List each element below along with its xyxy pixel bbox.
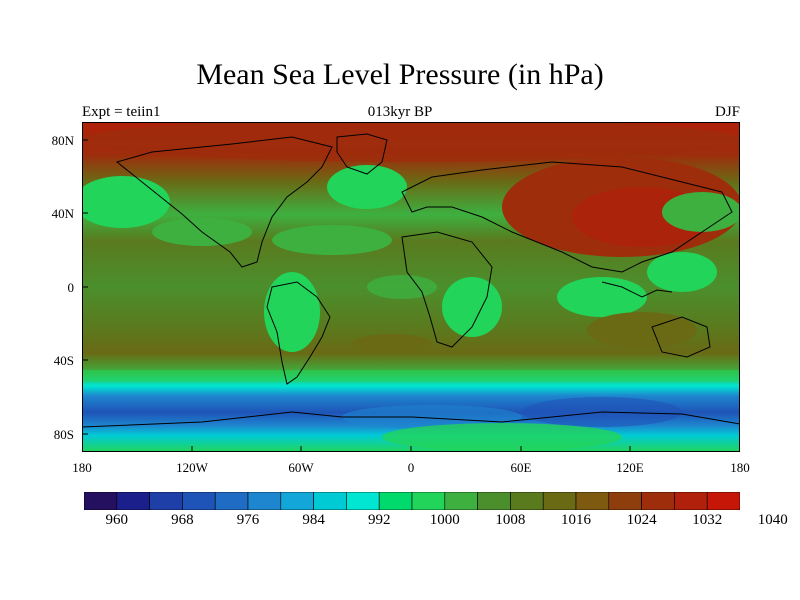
x-tick-label: 60E <box>510 460 532 475</box>
eurasia-outline <box>401 161 733 273</box>
x-tick-label: 180 <box>72 460 92 475</box>
y-tick-label: 80S <box>53 427 74 442</box>
greenland-outline <box>336 133 388 175</box>
colorbar-label: 1016 <box>561 512 591 528</box>
map-tick-marks <box>82 139 631 452</box>
colorbar-swatch <box>641 492 675 510</box>
maritime-islands-outline <box>601 281 673 298</box>
colorbar-swatch <box>280 492 314 510</box>
map-subtitle: 013kyr BP <box>367 104 433 120</box>
colorbar-label: 984 <box>302 512 325 528</box>
colorbar-label: 968 <box>171 512 194 528</box>
australia-outline <box>651 316 711 358</box>
experiment-label: Expt = teiin1 <box>82 104 161 120</box>
y-tick-label: 0 <box>67 280 75 295</box>
colorbar-label: 992 <box>367 512 391 528</box>
y-tick-label: 40N <box>51 206 74 221</box>
colorbar-label: 1032 <box>692 512 723 528</box>
map-title: Mean Sea Level Pressure (in hPa) <box>196 58 604 91</box>
season-label: DJF <box>714 104 740 120</box>
africa-outline <box>401 231 493 348</box>
y-tick-label: 80N <box>51 133 74 148</box>
colorbar-swatch <box>214 492 249 510</box>
south-america-outline <box>266 281 331 385</box>
colorbar-label: 1024 <box>626 512 657 528</box>
colorbar-swatch <box>182 492 216 510</box>
colorbar-swatch <box>608 492 642 510</box>
north-america-outline <box>115 136 333 268</box>
pressure-map <box>82 122 740 452</box>
colorbar-swatch <box>411 492 446 510</box>
colorbar-swatch <box>313 492 347 510</box>
colorbar-swatch <box>674 492 708 510</box>
colorbar-label: 1008 <box>495 512 526 528</box>
colorbar-swatch <box>575 492 610 510</box>
antarctica-outline <box>82 411 740 428</box>
colorbar-label: 976 <box>236 512 260 528</box>
colorbar-label: 1000 <box>429 512 460 528</box>
colorbar-label: 1040 <box>757 512 788 528</box>
colorbar-swatch <box>477 492 511 510</box>
colorbar-swatch <box>510 492 544 510</box>
x-tick-label: 120E <box>616 460 644 475</box>
colorbar <box>84 492 740 510</box>
colorbar-swatch <box>346 492 380 510</box>
colorbar-swatch <box>542 492 577 510</box>
x-tick-label: 60W <box>288 460 314 475</box>
colorbar-swatch <box>116 492 150 510</box>
colorbar-swatch <box>149 492 183 510</box>
x-tick-label: 0 <box>407 460 415 475</box>
coastlines <box>82 133 740 428</box>
x-tick-label: 120W <box>176 460 208 475</box>
colorbar-label: 960 <box>105 512 129 528</box>
colorbar-swatch <box>444 492 478 510</box>
colorbar-swatch <box>378 492 413 510</box>
colorbar-swatch <box>706 492 740 510</box>
colorbar-swatch <box>84 492 118 510</box>
pressure-patches <box>82 122 740 451</box>
y-tick-label: 40S <box>53 353 74 368</box>
colorbar-swatch <box>247 492 282 510</box>
x-tick-label: 180 <box>730 460 750 475</box>
